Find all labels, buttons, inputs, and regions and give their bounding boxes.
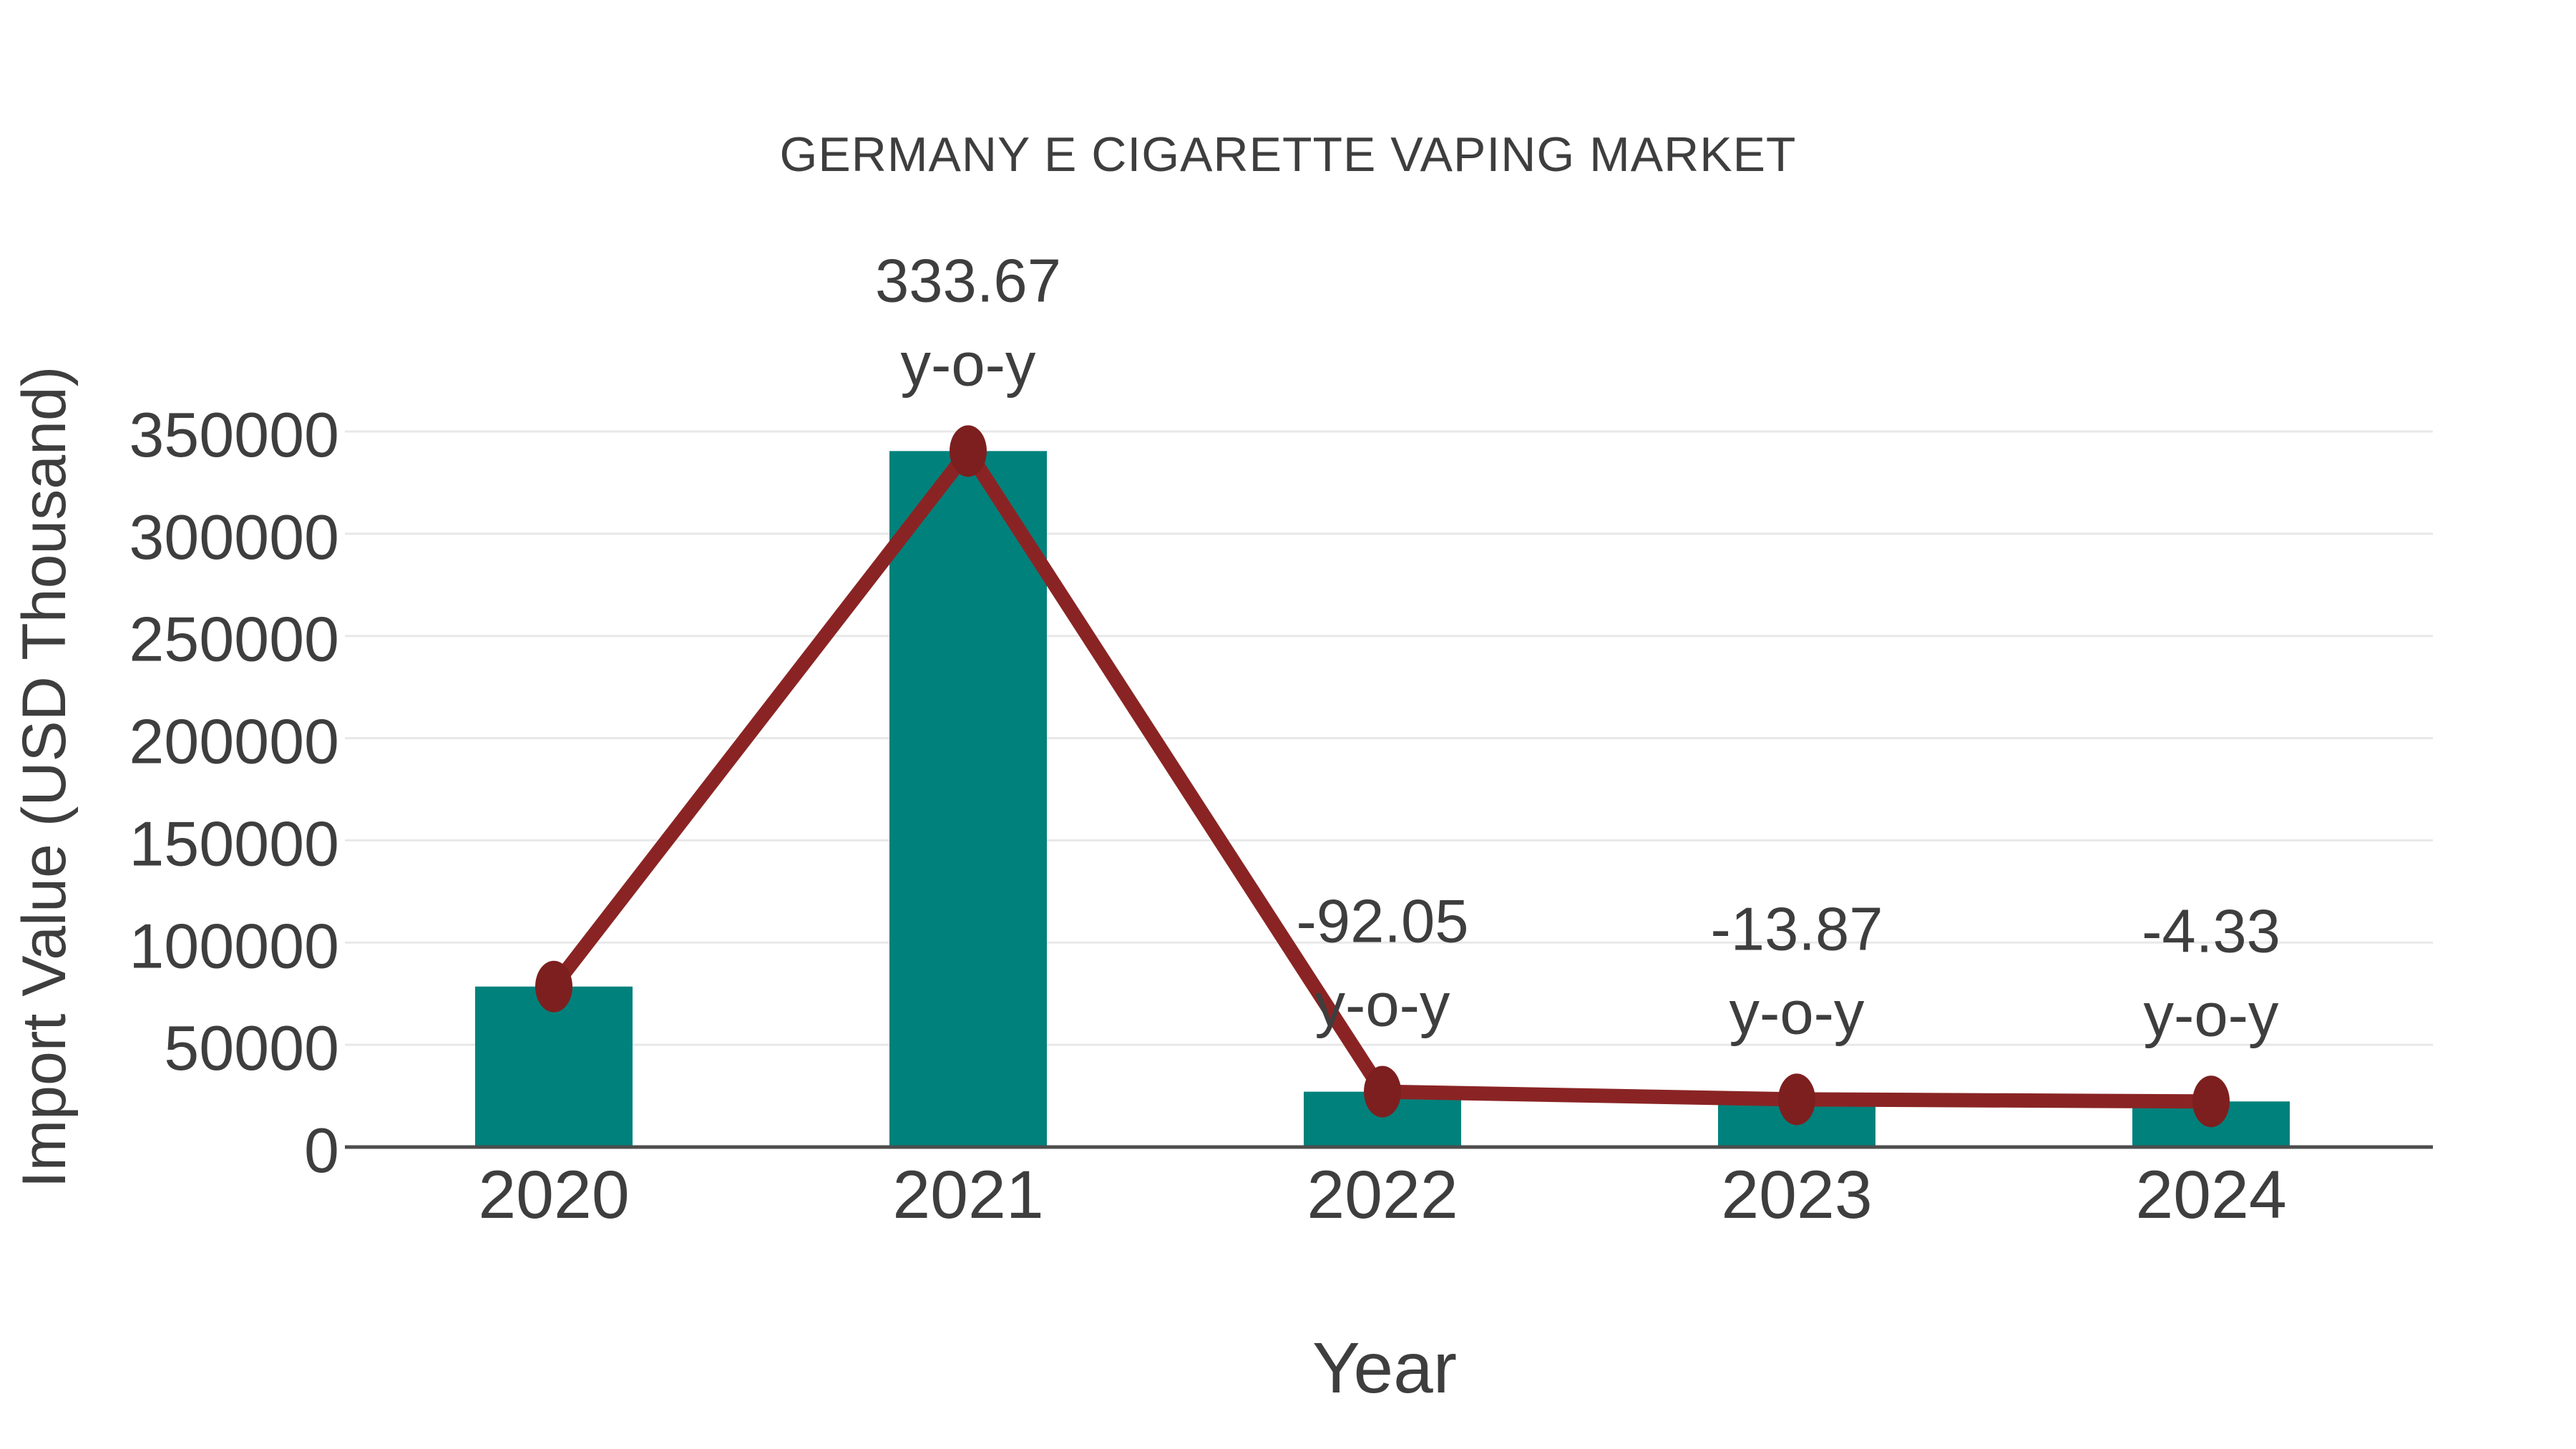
marker-2020 [535, 960, 572, 1013]
annotation-2022-value: -92.05 [1296, 888, 1468, 956]
y-tick-label-300000: 300000 [129, 502, 339, 572]
marker-2024 [2192, 1075, 2230, 1128]
y-tick-label-50000: 50000 [164, 1013, 339, 1083]
y-tick-label-150000: 150000 [129, 808, 339, 879]
x-tick-label-2024: 2024 [2135, 1157, 2286, 1233]
annotation-2024-unit: y-o-y [2144, 981, 2279, 1049]
bar-2020 [475, 986, 633, 1147]
chart-title: GERMANY E CIGARETTE VAPING MARKET [779, 127, 1797, 182]
y-tick-label-250000: 250000 [129, 604, 339, 675]
y-tick-label-0: 0 [304, 1115, 339, 1186]
x-tick-label-2021: 2021 [892, 1157, 1043, 1233]
annotation-2021-unit: y-o-y [901, 331, 1036, 399]
y-tick-label-350000: 350000 [129, 399, 339, 470]
bar-2021 [889, 451, 1047, 1147]
annotation-2021-value: 333.67 [875, 247, 1061, 315]
annotation-2023-unit: y-o-y [1729, 979, 1865, 1047]
marker-2022 [1364, 1065, 1401, 1118]
annotation-2022-unit: y-o-y [1315, 972, 1450, 1040]
x-tick-label-2022: 2022 [1307, 1157, 1458, 1233]
x-tick-label-2023: 2023 [1721, 1157, 1872, 1233]
annotation-2023-value: -13.87 [1710, 895, 1883, 963]
annotation-2024-value: -4.33 [2142, 897, 2280, 965]
x-axis-title: Year [1312, 1328, 1458, 1408]
marker-2023 [1778, 1073, 1815, 1126]
y-tick-label-200000: 200000 [129, 706, 339, 777]
y-tick-label-100000: 100000 [129, 910, 339, 981]
x-tick-label-2020: 2020 [478, 1157, 629, 1233]
marker-2021 [950, 425, 987, 477]
